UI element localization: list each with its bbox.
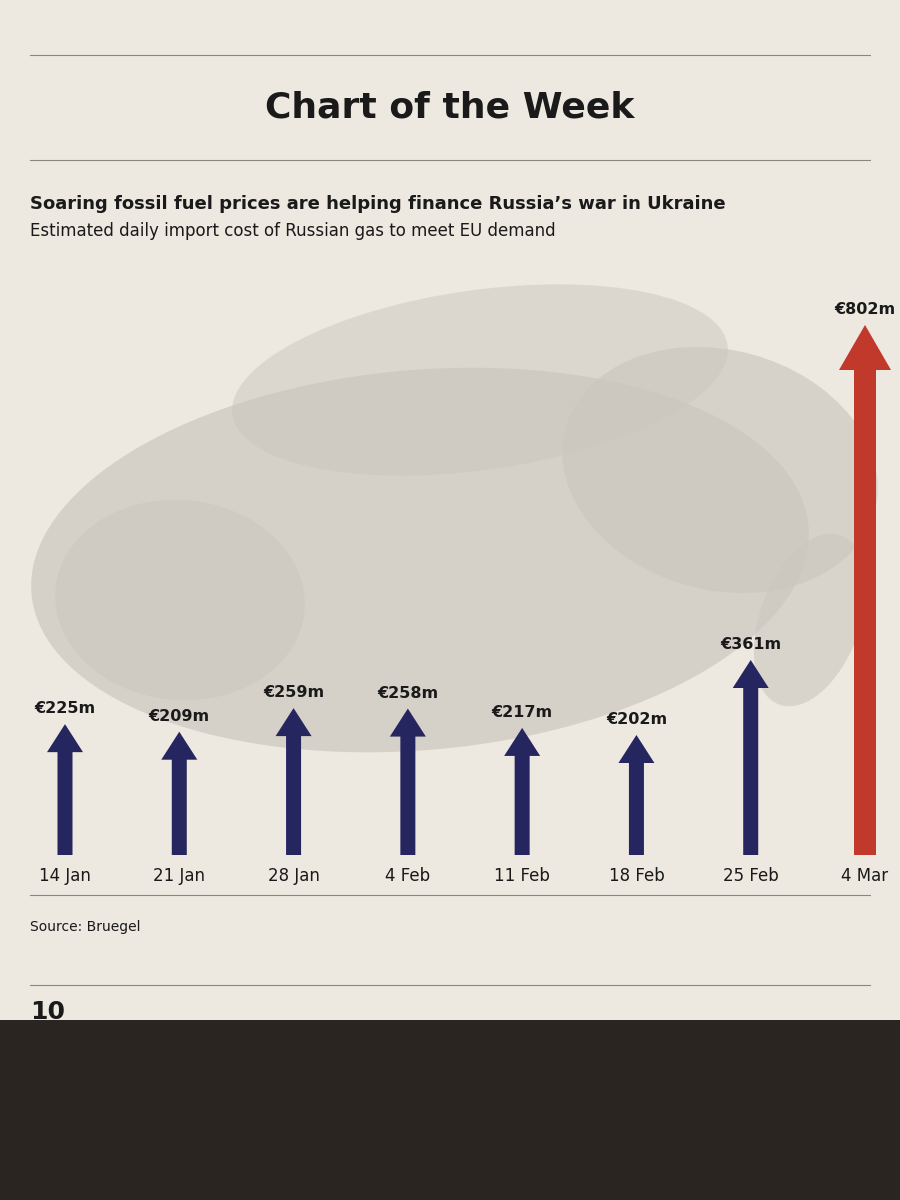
Text: €209m: €209m: [148, 709, 210, 724]
Text: €361m: €361m: [720, 637, 781, 652]
Text: 18 Feb: 18 Feb: [608, 866, 664, 886]
Polygon shape: [390, 708, 426, 854]
Ellipse shape: [562, 347, 878, 593]
Text: 4 Mar: 4 Mar: [842, 866, 888, 886]
Polygon shape: [618, 734, 654, 854]
Polygon shape: [504, 728, 540, 854]
Text: 25 Feb: 25 Feb: [723, 866, 778, 886]
Text: 14 Jan: 14 Jan: [39, 866, 91, 886]
Text: €259m: €259m: [263, 685, 324, 700]
Text: Source: Bruegel: Source: Bruegel: [30, 920, 140, 934]
Text: €202m: €202m: [606, 712, 667, 727]
Text: €225m: €225m: [34, 701, 95, 716]
Text: €217m: €217m: [491, 704, 553, 720]
Text: €802m: €802m: [834, 302, 896, 317]
Ellipse shape: [232, 284, 728, 475]
Text: 4 Feb: 4 Feb: [385, 866, 430, 886]
Ellipse shape: [754, 534, 866, 707]
Text: Chart of the Week: Chart of the Week: [266, 91, 634, 125]
Polygon shape: [47, 724, 83, 854]
Text: 10: 10: [30, 1000, 65, 1024]
Text: 28 Jan: 28 Jan: [267, 866, 320, 886]
Text: €258m: €258m: [377, 685, 438, 701]
Polygon shape: [275, 708, 311, 854]
Text: Soaring fossil fuel prices are helping finance Russia’s war in Ukraine: Soaring fossil fuel prices are helping f…: [30, 194, 725, 214]
Text: 21 Jan: 21 Jan: [153, 866, 205, 886]
Ellipse shape: [55, 499, 305, 701]
Bar: [0, 1020, 900, 1200]
Text: 11 Feb: 11 Feb: [494, 866, 550, 886]
Ellipse shape: [32, 367, 809, 752]
Text: Estimated daily import cost of Russian gas to meet EU demand: Estimated daily import cost of Russian g…: [30, 222, 555, 240]
Polygon shape: [161, 732, 197, 854]
Polygon shape: [839, 325, 891, 854]
Polygon shape: [733, 660, 769, 854]
